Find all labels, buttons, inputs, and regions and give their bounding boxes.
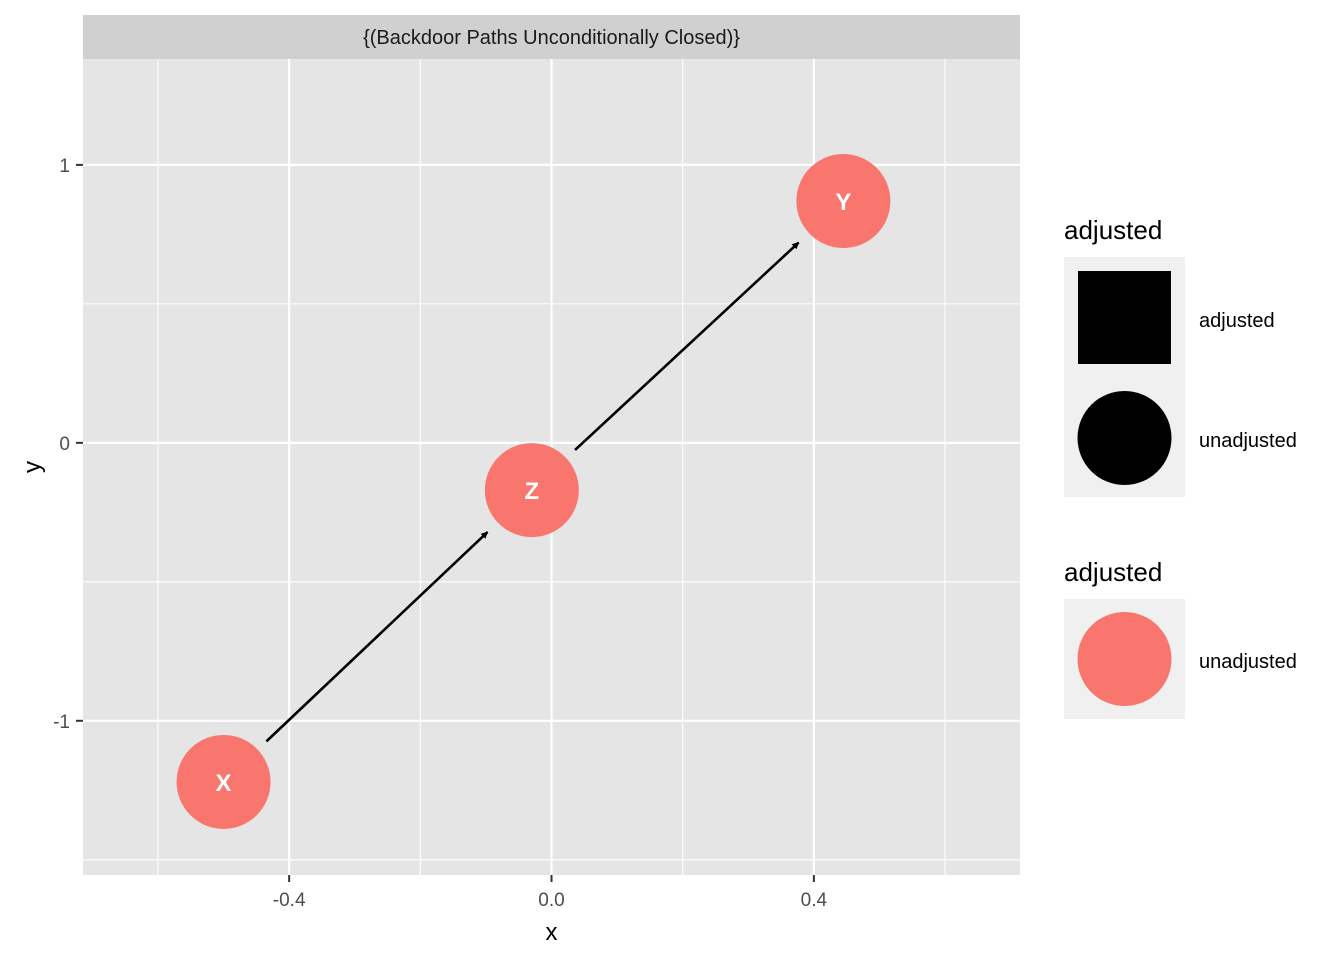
y-tick-label: -1 (53, 712, 70, 733)
legend-shape: adjusted adjusted unadjusted (1064, 215, 1297, 497)
nodes: X Z Y (176, 154, 891, 829)
node-label-x: X (216, 770, 232, 797)
legend-item-label: unadjusted (1199, 651, 1297, 673)
y-tick-label: 0 (59, 434, 70, 455)
facet-strip-background (83, 15, 1020, 59)
node-y (796, 154, 891, 249)
y-tick-label: 1 (59, 156, 70, 177)
facet-strip: {(Backdoor Paths Unconditionally Closed)… (83, 15, 1020, 59)
edge-Z-Y (574, 241, 800, 451)
y-axis-title: y (19, 461, 46, 473)
legend-shape-title: adjusted (1064, 215, 1162, 245)
legend-color: adjusted unadjusted (1064, 557, 1297, 719)
legend-circle-swatch (1077, 391, 1172, 485)
node-x (176, 734, 271, 829)
x-tick-label: 0.4 (801, 890, 828, 911)
x-tick-label: 0.0 (538, 890, 564, 911)
legend-item-label: adjusted (1199, 310, 1275, 332)
facet-title: {(Backdoor Paths Unconditionally Closed)… (363, 27, 740, 49)
node-label-y: Y (835, 189, 851, 216)
legend-square-swatch (1078, 271, 1171, 364)
edge-X-Z (265, 531, 489, 743)
node-label-z: Z (524, 478, 539, 505)
grid-major (83, 59, 1020, 875)
legend-color-title: adjusted (1064, 557, 1162, 587)
node-z (484, 443, 579, 538)
x-tick-label: -0.4 (273, 890, 306, 911)
legend-circle-swatch (1077, 612, 1172, 706)
x-axis-title: x (546, 919, 558, 946)
legend-item-label: unadjusted (1199, 430, 1297, 452)
edges (265, 241, 800, 743)
y-axis: -1 0 1 (53, 156, 83, 733)
x-axis: -0.4 0.0 0.4 (273, 875, 828, 911)
